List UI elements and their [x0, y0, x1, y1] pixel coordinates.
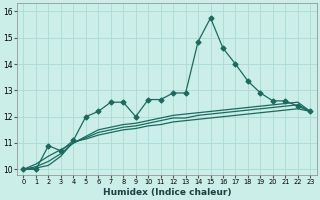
X-axis label: Humidex (Indice chaleur): Humidex (Indice chaleur) — [103, 188, 231, 197]
